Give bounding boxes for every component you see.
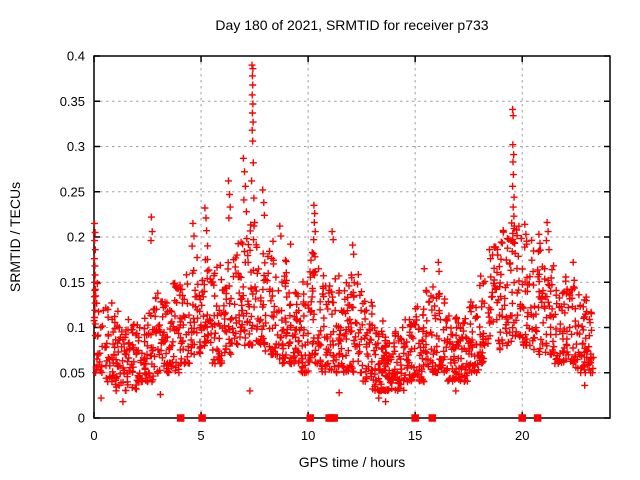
- flagged-time-square: [533, 414, 542, 422]
- flagged-time-square: [428, 414, 437, 422]
- y-tick-label: 0.35: [60, 94, 85, 109]
- x-tick-label: 10: [301, 428, 315, 443]
- x-axis-title: GPS time / hours: [298, 454, 406, 470]
- flagged-time-square: [411, 414, 419, 422]
- scatter-points: [90, 61, 597, 406]
- flagged-time-square: [198, 414, 206, 422]
- x-tick-label: 5: [197, 428, 204, 443]
- y-tick-label: 0.2: [67, 230, 85, 245]
- y-tick-label: 0.05: [60, 365, 85, 380]
- y-tick-label: 0.1: [67, 320, 85, 335]
- chart-title: Day 180 of 2021, SRMTID for receiver p73…: [215, 17, 489, 33]
- flagged-time-square: [176, 414, 185, 422]
- y-axis-title: SRMTID / TECUs: [7, 181, 23, 293]
- flagged-time-square: [518, 414, 526, 422]
- x-tick-label: 20: [515, 428, 529, 443]
- y-tick-label: 0.4: [67, 49, 85, 64]
- flagged-time-square: [330, 414, 338, 422]
- y-tick-label: 0: [78, 411, 85, 426]
- y-tick-label: 0.15: [60, 275, 85, 290]
- x-tick-label: 0: [90, 428, 97, 443]
- y-tick-label: 0.25: [60, 184, 85, 199]
- flagged-time-square: [306, 414, 314, 422]
- y-tick-label: 0.3: [67, 139, 85, 154]
- x-tick-label: 15: [408, 428, 422, 443]
